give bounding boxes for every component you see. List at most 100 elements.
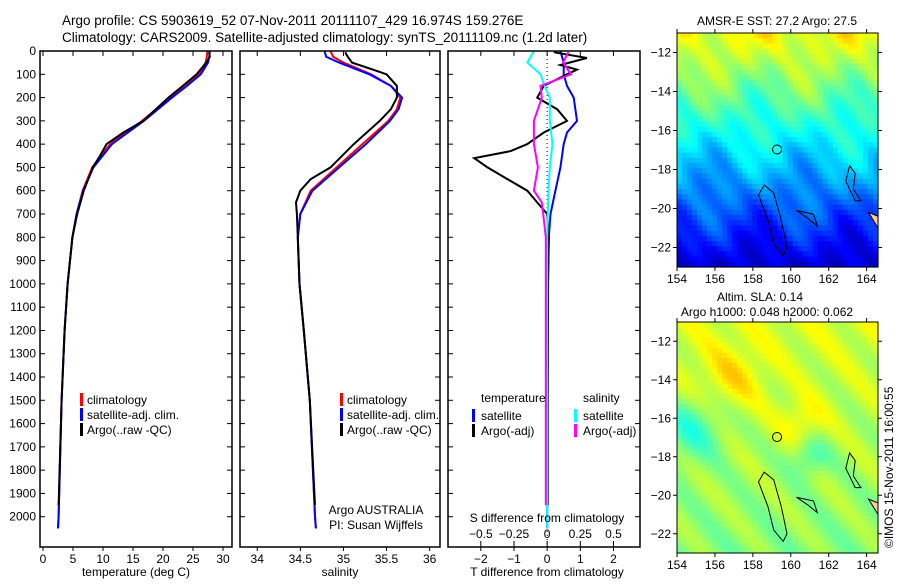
map-cell xyxy=(777,251,784,258)
map-cell xyxy=(717,517,723,523)
map-cell xyxy=(802,522,809,528)
map-cell xyxy=(868,261,874,268)
map-cell xyxy=(682,399,688,405)
map-cell xyxy=(732,137,738,143)
map-cell xyxy=(697,404,703,410)
map-cell xyxy=(742,79,748,86)
map-cell xyxy=(873,470,879,477)
map-cell xyxy=(732,496,738,503)
map-cell xyxy=(777,404,784,410)
map-cell xyxy=(862,137,869,143)
map-cell xyxy=(697,43,703,50)
map-cell xyxy=(837,48,844,55)
map-cell xyxy=(832,357,839,364)
map-cell xyxy=(682,251,688,258)
map-cell xyxy=(677,542,683,549)
map-cell xyxy=(712,409,718,415)
map-cell xyxy=(767,121,774,128)
map-cell xyxy=(857,230,864,237)
map-cell xyxy=(842,194,849,200)
map-cell xyxy=(822,393,829,400)
map-cell xyxy=(847,465,854,472)
map-cell xyxy=(797,43,804,50)
map-cell xyxy=(737,465,743,472)
map-cell xyxy=(677,404,683,410)
map-cell xyxy=(787,537,794,544)
map-cell xyxy=(702,90,708,96)
map-cell xyxy=(697,357,703,364)
map-cell xyxy=(822,419,829,426)
map-cell xyxy=(817,69,824,76)
map-cell xyxy=(822,363,829,369)
map-cell xyxy=(742,393,748,400)
map-cell xyxy=(802,486,809,492)
map-cell xyxy=(757,506,763,513)
map-cell xyxy=(827,79,834,86)
map-cell xyxy=(862,332,869,338)
map-cell xyxy=(707,64,713,70)
map-cell xyxy=(687,230,693,237)
map-cell xyxy=(862,527,869,533)
map-cell xyxy=(873,496,879,503)
map-cell xyxy=(817,241,824,247)
map-cell xyxy=(747,481,753,487)
map-cell xyxy=(837,246,844,252)
map-cell xyxy=(697,189,703,195)
map-cell xyxy=(747,131,753,138)
map-cell xyxy=(717,137,723,143)
map-cell xyxy=(747,511,753,518)
map-cell xyxy=(762,537,768,544)
map-cell xyxy=(862,121,869,128)
map-cell xyxy=(707,246,713,252)
map-cell xyxy=(852,59,859,65)
map-cell xyxy=(732,225,738,232)
map-cell xyxy=(692,38,698,44)
map-cell xyxy=(842,199,849,206)
map-cell xyxy=(812,393,819,400)
map-cell xyxy=(852,517,859,523)
map-cell xyxy=(847,332,854,338)
map-cell xyxy=(687,59,693,65)
map-cell xyxy=(707,189,713,195)
map-cell xyxy=(842,33,849,39)
map-cell xyxy=(722,33,728,39)
map-cell xyxy=(832,460,839,467)
map-cell xyxy=(832,542,839,549)
map-cell xyxy=(767,209,774,216)
map-cell xyxy=(692,440,698,446)
x-tick-label: 35.5 xyxy=(375,552,399,566)
map-cell xyxy=(782,38,789,44)
map-cell xyxy=(777,178,784,185)
map-cell xyxy=(873,53,879,60)
map-cell xyxy=(717,235,723,242)
map-cell xyxy=(707,440,713,446)
map-cell xyxy=(857,532,864,539)
map-cell xyxy=(722,173,728,180)
map-cell xyxy=(868,465,874,472)
map-cell xyxy=(807,33,814,39)
map-cell xyxy=(857,209,864,216)
map-cell xyxy=(868,178,874,185)
map-cell xyxy=(772,363,779,369)
map-cell xyxy=(817,215,824,221)
map-cell xyxy=(752,204,758,211)
map-cell xyxy=(677,178,683,185)
map-cell xyxy=(752,445,758,451)
map-cell xyxy=(812,399,819,405)
map-cell xyxy=(827,393,834,400)
map-cell xyxy=(737,261,743,268)
map-cell xyxy=(852,537,859,544)
map-cell xyxy=(677,256,683,263)
map-cell xyxy=(847,235,854,242)
map-cell xyxy=(742,383,748,390)
map-cell xyxy=(802,501,809,508)
map-cell xyxy=(707,342,713,349)
map-cell xyxy=(687,501,693,508)
map-cell xyxy=(697,476,703,482)
map-cell xyxy=(752,64,758,70)
map-cell xyxy=(847,357,854,364)
map-cell xyxy=(817,126,824,133)
map-cell xyxy=(767,43,774,50)
map-cell xyxy=(747,74,753,81)
map-cell xyxy=(697,506,703,513)
